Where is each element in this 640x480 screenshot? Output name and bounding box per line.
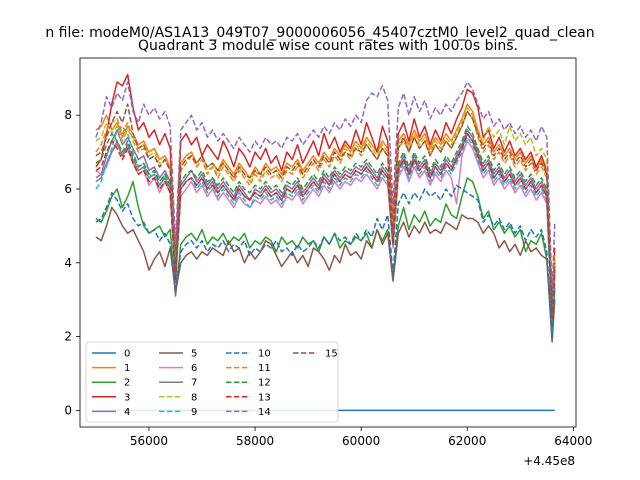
legend-entry-label: 4 (124, 407, 130, 418)
x-tick-label: 56000 (130, 434, 168, 448)
legend-entry-label: 15 (325, 349, 338, 360)
series-line-5 (95, 206, 556, 343)
figure-suptitle: n file: modeM0/AS1A13_049T07_9000006056_… (45, 25, 594, 41)
legend-entry-label: 12 (258, 378, 271, 389)
legend-entry-label: 8 (191, 392, 197, 403)
legend-entry-label: 6 (191, 363, 197, 374)
legend-entry-label: 3 (124, 392, 130, 403)
legend-entry-label: 14 (258, 407, 271, 418)
x-tick-label: 62000 (448, 434, 486, 448)
plot-area (79, 57, 577, 428)
legend-box (85, 341, 339, 423)
y-tick-label: 8 (64, 108, 72, 122)
x-tick-label: 60000 (342, 434, 380, 448)
series-line-15 (95, 103, 556, 312)
y-tick-label: 0 (64, 403, 72, 417)
series-line-13 (95, 132, 556, 319)
series-line-14 (95, 81, 556, 294)
legend-entry-label: 9 (191, 407, 197, 418)
x-axis-offset-label: +4.45e8 (523, 454, 575, 468)
series-line-2 (95, 177, 556, 327)
legend-entry-label: 2 (124, 378, 130, 389)
legend-entry-label: 11 (258, 363, 271, 374)
series-line-10 (95, 184, 556, 338)
chart-title: Quadrant 3 module wise count rates with … (138, 38, 518, 54)
x-tick-label: 64000 (554, 434, 592, 448)
legend-entry-label: 5 (191, 349, 197, 360)
y-tick-label: 2 (64, 330, 72, 344)
y-axis: 0 2 4 6 8 (64, 108, 80, 417)
legend-entry-label: 1 (124, 363, 130, 374)
legend-entry-label: 0 (124, 349, 130, 360)
legend-entry-label: 13 (258, 392, 271, 403)
x-axis: 56000 58000 60000 62000 64000 (130, 427, 592, 448)
legend-entry-label: 7 (191, 378, 197, 389)
x-tick-label: 58000 (236, 434, 274, 448)
series-line-3 (95, 73, 556, 305)
y-tick-label: 6 (64, 182, 72, 196)
legend-entry-label: 10 (258, 349, 271, 360)
axes-frame (79, 57, 577, 428)
y-tick-label: 4 (64, 256, 72, 270)
